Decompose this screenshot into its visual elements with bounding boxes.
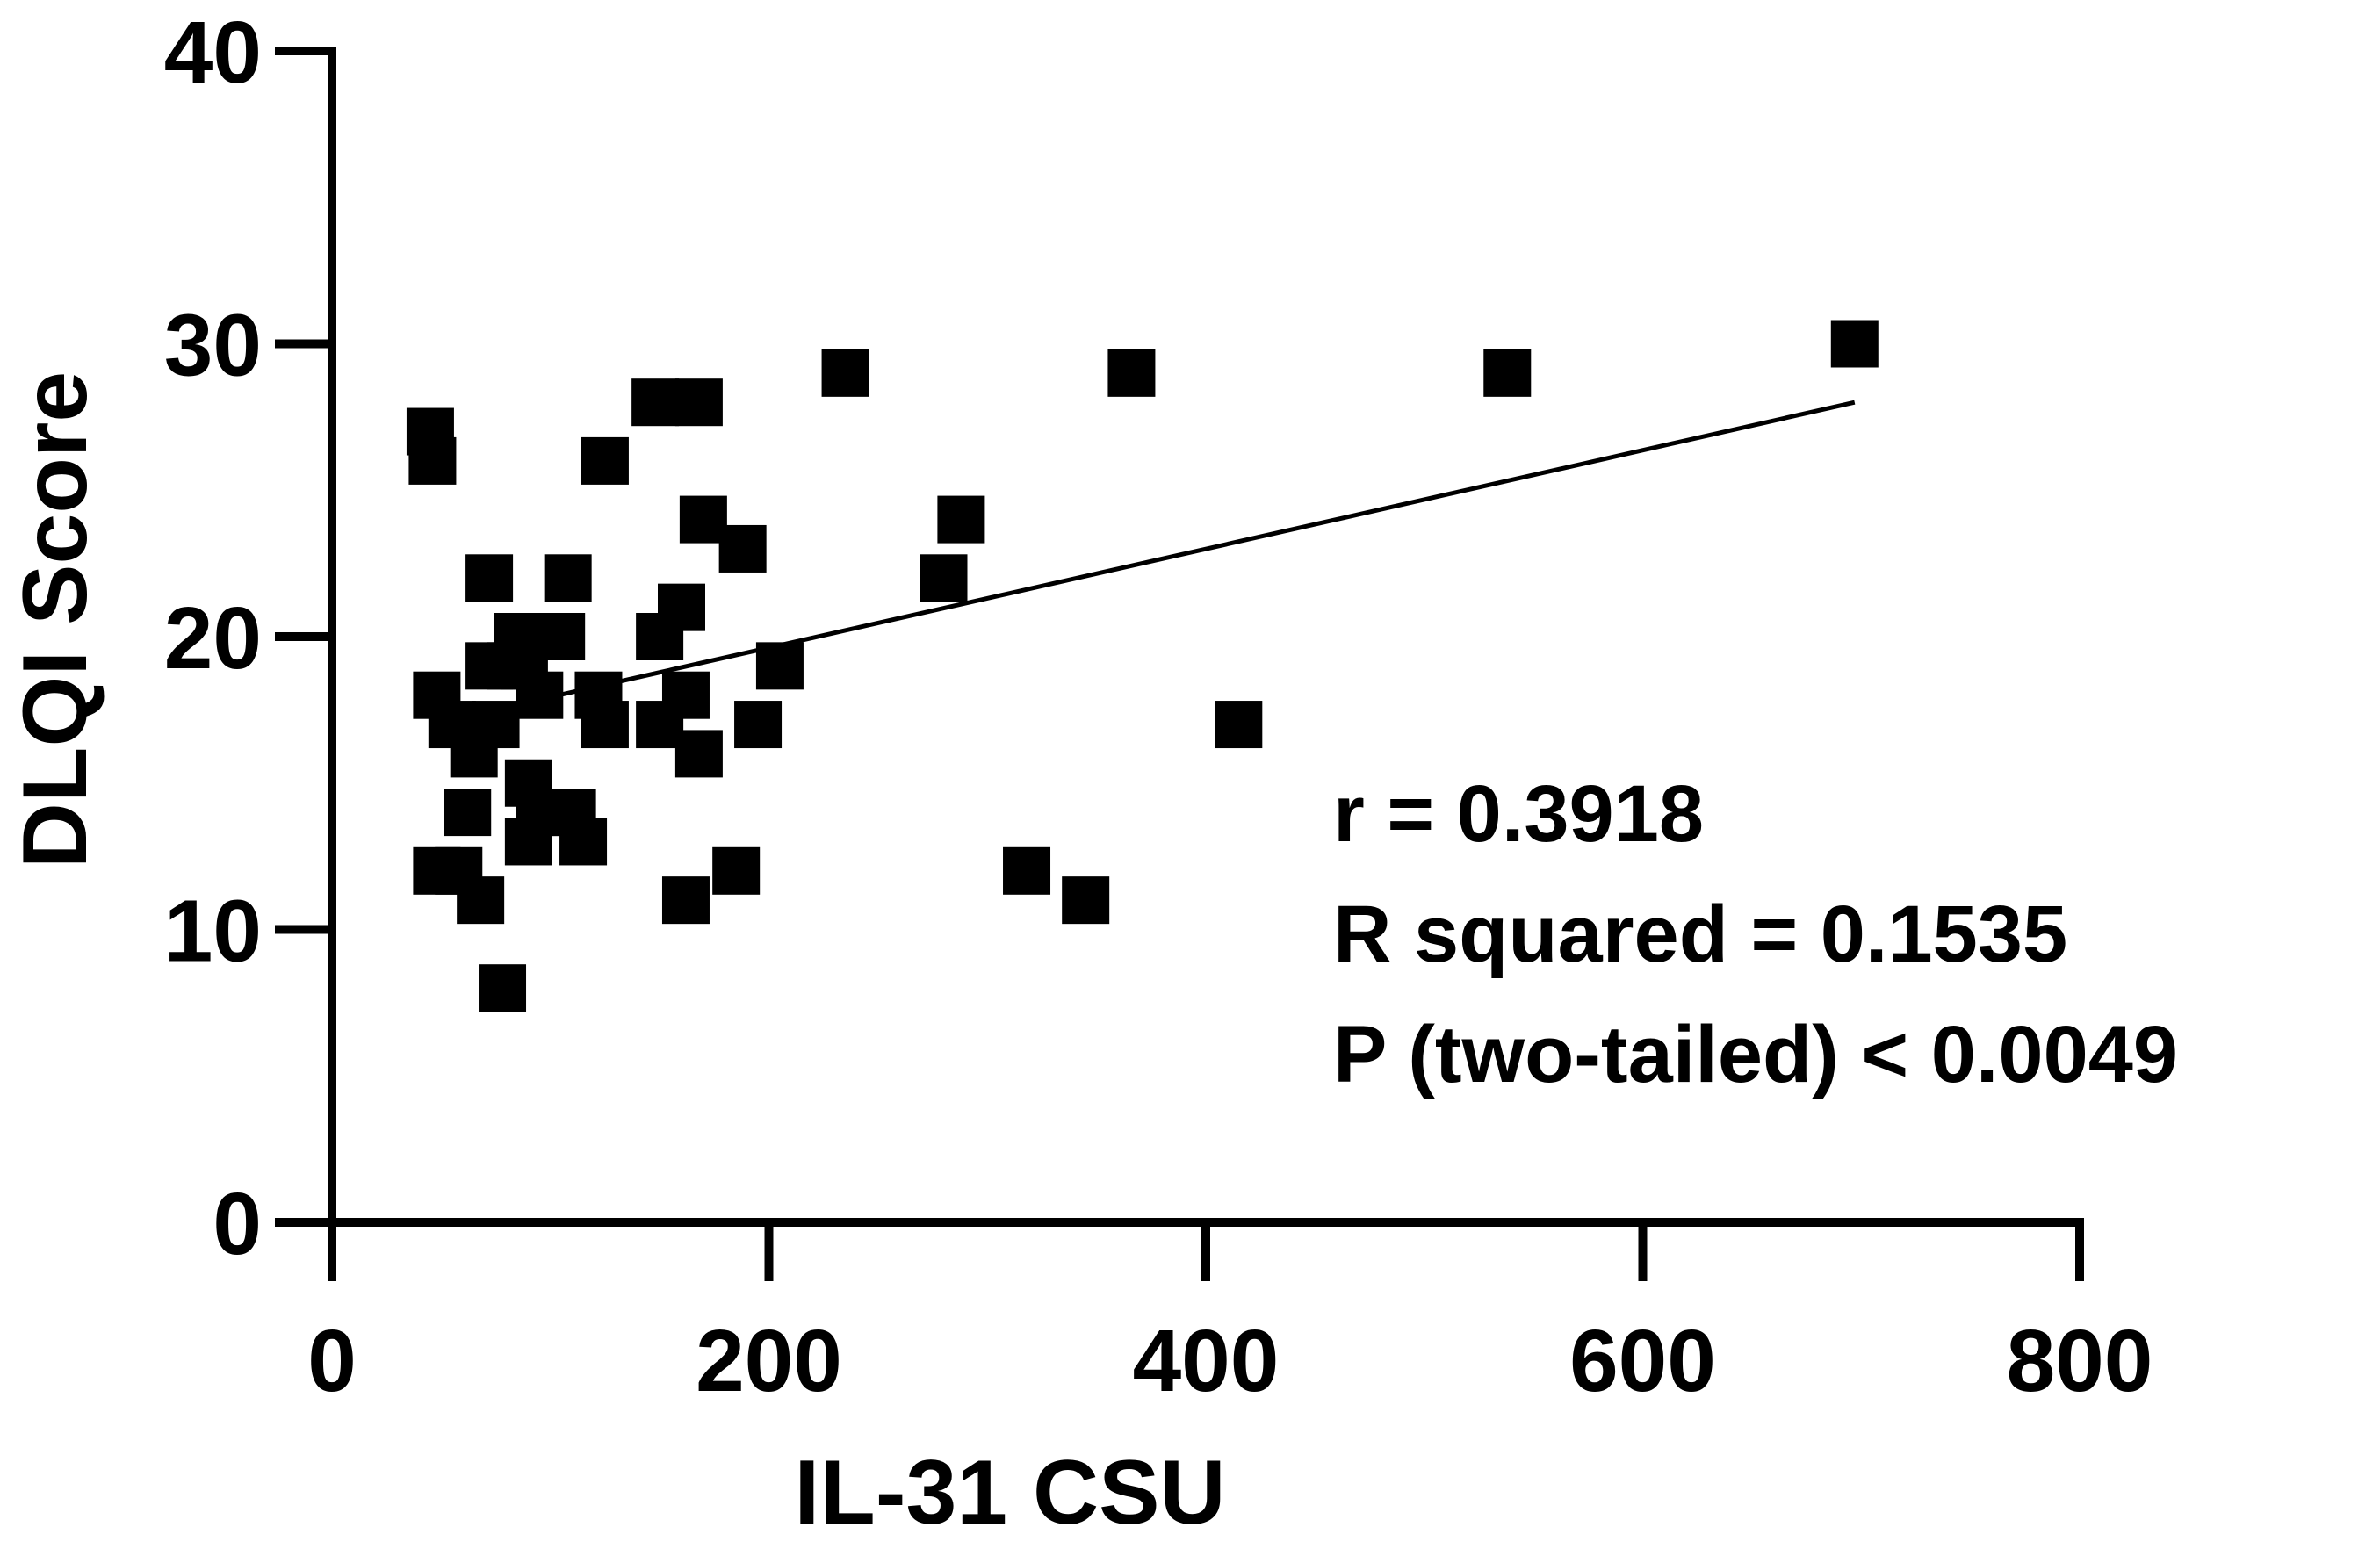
- data-point: [674, 378, 723, 427]
- data-point: [479, 964, 527, 1012]
- data-point: [631, 378, 680, 427]
- data-point: [1215, 701, 1263, 749]
- data-point: [821, 349, 869, 397]
- data-point: [718, 524, 767, 573]
- data-point: [544, 554, 592, 602]
- axes: [275, 47, 2084, 1281]
- data-point: [1483, 349, 1532, 397]
- y-tick-label: 40: [164, 4, 262, 102]
- data-point: [937, 495, 985, 544]
- y-tick-label: 0: [213, 1175, 262, 1273]
- data-point: [559, 818, 608, 866]
- x-tick-label: 400: [1133, 1312, 1280, 1410]
- x-tick-label: 200: [696, 1312, 842, 1410]
- data-point: [712, 846, 761, 895]
- data-point: [408, 436, 457, 485]
- data-point: [658, 583, 705, 631]
- data-point: [734, 701, 783, 749]
- regression-line: [506, 400, 1856, 710]
- y-tick-label: 10: [164, 882, 262, 981]
- data-point: [661, 876, 710, 925]
- y-tick-label: 30: [164, 297, 262, 395]
- data-point: [1830, 320, 1879, 368]
- y-tick-labels: 0 10 20 30 40: [164, 4, 262, 1273]
- data-point: [457, 876, 505, 925]
- x-axis-label: IL-31 CSU: [794, 1442, 1225, 1544]
- regression-line-path: [506, 400, 1856, 710]
- data-point: [1062, 876, 1110, 925]
- stat-p-value: P (two-tailed) < 0.0049: [1333, 1010, 2178, 1099]
- y-tick-label: 20: [164, 589, 262, 688]
- data-point: [472, 701, 520, 749]
- x-tick-labels: 0 200 400 600 800: [307, 1312, 2153, 1410]
- x-tick-label: 800: [2007, 1312, 2153, 1410]
- data-point: [674, 730, 723, 778]
- data-point: [465, 554, 514, 602]
- data-point: [920, 554, 968, 602]
- x-tick-label: 0: [307, 1312, 357, 1410]
- data-points: [406, 320, 1879, 1012]
- stat-r-squared: R squared = 0.1535: [1333, 890, 2067, 979]
- data-point: [581, 701, 629, 749]
- data-point: [661, 671, 710, 719]
- x-tick-label: 600: [1569, 1312, 1716, 1410]
- data-point: [1107, 349, 1156, 397]
- data-point: [537, 613, 586, 660]
- data-point: [444, 789, 492, 837]
- stat-r: r = 0.3918: [1333, 769, 1704, 859]
- data-point: [581, 436, 629, 485]
- data-point: [1003, 846, 1051, 895]
- y-axis-label: DLQI Score: [4, 371, 106, 868]
